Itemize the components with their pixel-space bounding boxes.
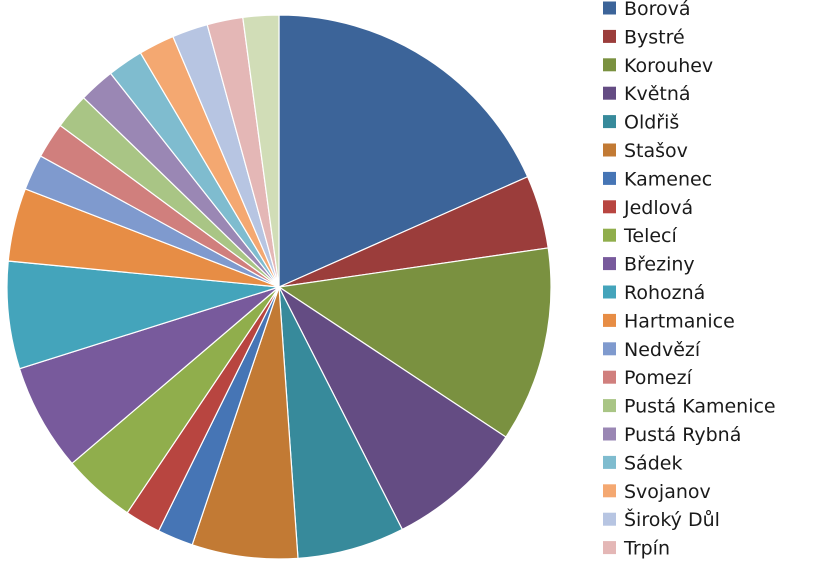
legend-swatch bbox=[603, 313, 616, 327]
legend-swatch bbox=[603, 29, 616, 43]
legend-item-6: Stašov bbox=[603, 140, 688, 162]
legend-label: Březiny bbox=[624, 254, 695, 276]
legend-label: Hartmanice bbox=[624, 310, 735, 332]
legend-item-1: Borová bbox=[603, 0, 691, 20]
pie-slice-1 bbox=[278, 14, 529, 288]
legend-swatch bbox=[603, 399, 616, 413]
legend-label: Korouhev bbox=[624, 55, 713, 77]
legend-label: Oldřiš bbox=[624, 112, 679, 134]
legend-item-13: Nedvězí bbox=[603, 339, 701, 361]
legend-label: Pomezí bbox=[624, 367, 693, 389]
legend-swatch bbox=[603, 541, 616, 555]
legend-item-10: Březiny bbox=[603, 254, 695, 276]
legend-swatch bbox=[603, 427, 616, 441]
legend-label: Pustá Rybná bbox=[624, 424, 741, 446]
legend-swatch bbox=[603, 115, 616, 129]
legend-label: Telecí bbox=[623, 225, 677, 247]
legend-item-5: Oldřiš bbox=[603, 112, 679, 134]
pie-slices bbox=[6, 14, 552, 560]
legend-swatch bbox=[603, 200, 616, 214]
legend-label: Kamenec bbox=[624, 168, 712, 190]
legend-item-7: Kamenec bbox=[603, 168, 712, 190]
legend-label: Nedvězí bbox=[624, 339, 701, 361]
legend-item-2: Bystré bbox=[603, 26, 685, 48]
legend-item-8: Jedlová bbox=[603, 197, 693, 219]
legend-label: Trpín bbox=[623, 538, 670, 560]
legend-item-17: Sádek bbox=[603, 452, 682, 474]
legend-label: Široký Důl bbox=[624, 507, 720, 531]
legend-item-3: Korouhev bbox=[603, 55, 713, 77]
legend-swatch bbox=[603, 171, 616, 185]
legend-swatch bbox=[603, 370, 616, 384]
pie-slice-3 bbox=[277, 247, 552, 438]
legend-swatch bbox=[603, 228, 616, 242]
legend-swatch bbox=[603, 285, 616, 299]
legend-swatch bbox=[603, 257, 616, 271]
legend-label: Rohozná bbox=[624, 282, 705, 304]
legend-swatch bbox=[603, 512, 616, 526]
legend-item-14: Pomezí bbox=[603, 367, 693, 389]
legend-swatch bbox=[603, 58, 616, 72]
legend-label: Jedlová bbox=[623, 197, 693, 219]
legend-label: Bystré bbox=[624, 26, 685, 48]
legend-item-18: Svojanov bbox=[603, 481, 711, 503]
legend-item-15: Pustá Kamenice bbox=[603, 396, 776, 418]
legend-swatch bbox=[603, 455, 616, 469]
legend-swatch bbox=[603, 342, 616, 356]
legend-swatch bbox=[603, 1, 616, 15]
legend-label: Květná bbox=[624, 83, 691, 105]
legend-item-20: Trpín bbox=[603, 538, 670, 560]
legend-item-11: Rohozná bbox=[603, 282, 705, 304]
legend-item-19: Široký Důl bbox=[603, 507, 720, 531]
legend-item-4: Květná bbox=[603, 83, 691, 105]
pie-slice-21 bbox=[242, 14, 280, 288]
legend-swatch bbox=[603, 484, 616, 498]
legend-label: Sádek bbox=[624, 452, 682, 474]
legend-swatch bbox=[603, 143, 616, 157]
legend-swatch bbox=[603, 86, 616, 100]
legend-label: Stašov bbox=[624, 140, 688, 162]
legend-label: Svojanov bbox=[624, 481, 711, 503]
pie-slice-4 bbox=[277, 285, 507, 531]
legend-label: Pustá Kamenice bbox=[624, 396, 776, 418]
legend: Borová Bystré Korouhev Květná Oldřiš Stašov Ka… bbox=[603, 0, 776, 560]
legend-item-9: Telecí bbox=[603, 225, 677, 247]
legend-label: Borová bbox=[624, 0, 691, 20]
legend-item-12: Hartmanice bbox=[603, 310, 735, 332]
legend-item-16: Pustá Rybná bbox=[603, 424, 741, 446]
